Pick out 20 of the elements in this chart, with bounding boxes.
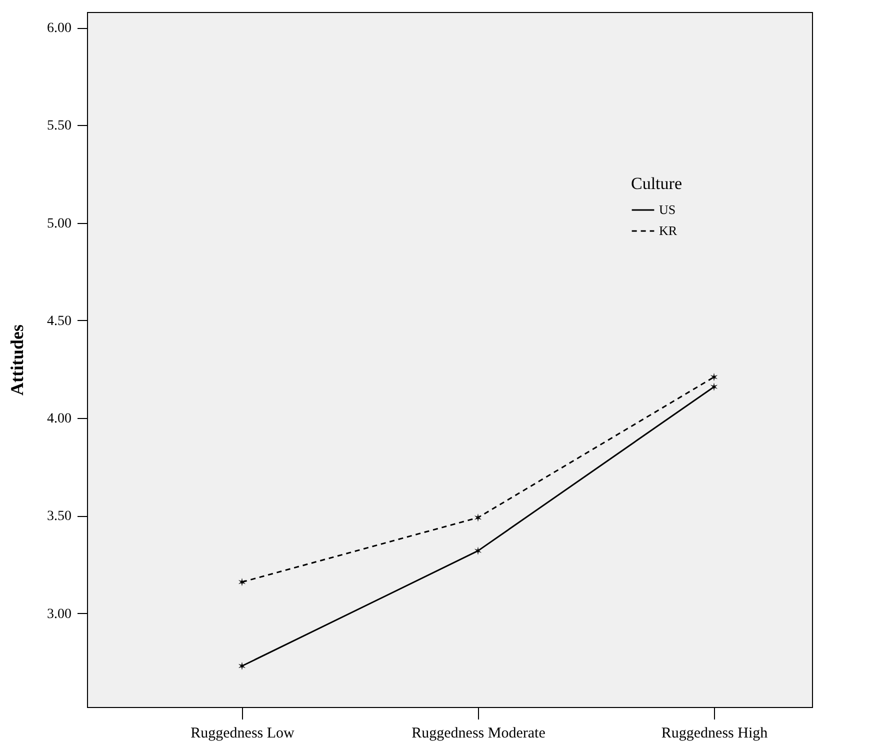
y-tick-label: 4.00	[47, 412, 72, 427]
point	[710, 372, 718, 382]
x-tick-label: Ruggedness High	[661, 726, 768, 742]
point	[238, 662, 246, 670]
x-tick-label: Ruggedness Moderate	[412, 726, 546, 742]
y-tick-label: 4.50	[47, 314, 72, 329]
legend-label: KR	[659, 223, 678, 238]
x-tick-label: Ruggedness Low	[190, 726, 295, 742]
y-tick-label: 3.50	[47, 509, 72, 524]
point	[474, 513, 482, 522]
point	[474, 546, 482, 556]
y-tick-label: 3.00	[47, 606, 72, 622]
y-axis-title: Attitudes	[7, 324, 27, 396]
y-tick-label: 6.00	[47, 21, 72, 36]
y-tick-label: 5.50	[47, 118, 72, 134]
point	[710, 382, 718, 392]
point	[238, 578, 246, 586]
legend-label: US	[659, 202, 676, 217]
legend-title: Culture	[631, 174, 682, 193]
y-tick-label: 5.00	[47, 216, 72, 232]
